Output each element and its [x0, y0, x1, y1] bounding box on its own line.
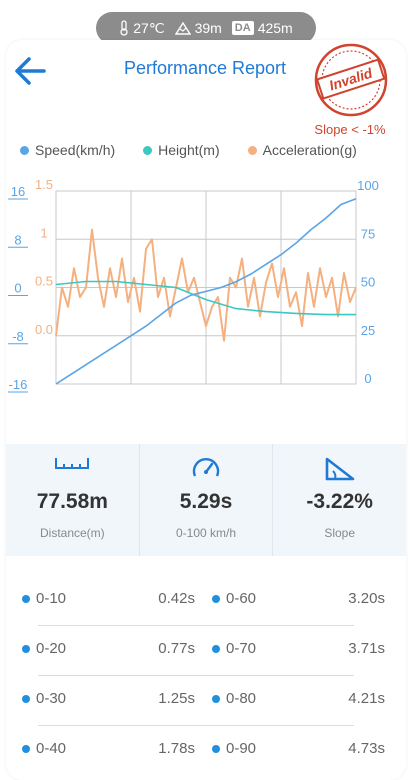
split-right-time: 4.73s	[348, 740, 385, 757]
density-altitude-readout: DA 425m	[231, 20, 293, 36]
invalid-stamp: Invalid	[314, 43, 388, 117]
split-dot	[212, 644, 220, 653]
slope-icon	[325, 457, 354, 481]
split-left-time: 0.42s	[158, 590, 195, 607]
split-dot	[212, 744, 220, 753]
split-divider	[38, 675, 354, 676]
split-right-label: 0-70	[226, 640, 257, 657]
split-right: 0-70	[212, 640, 256, 657]
split-left-time: 0.77s	[158, 640, 195, 657]
slope-value: -3.22%	[306, 490, 373, 513]
altitude-value: 39m	[194, 20, 222, 36]
split-left-time: 1.25s	[158, 690, 195, 707]
legend-height-swatch	[143, 145, 153, 155]
stat-acceleration-time: 5.29s 0-100 km/h	[138, 444, 273, 556]
speed-tick-label: 0	[364, 371, 371, 386]
split-left-label: 0-20	[36, 640, 67, 657]
legend-speed-label: Speed(km/h)	[35, 142, 116, 158]
split-left: 0-20	[22, 640, 66, 657]
distance-value: 77.58m	[36, 490, 108, 513]
split-left-label: 0-30	[36, 690, 67, 707]
temperature-readout: 27℃	[119, 19, 165, 37]
split-right: 0-60	[212, 590, 256, 607]
legend-acceleration-label: Acceleration(g)	[262, 142, 357, 158]
split-row: 0-10 0.42s 0-60 3.20s	[0, 590, 412, 614]
speed-tick-label: 100	[357, 178, 379, 193]
speed-series-line	[55, 197, 357, 385]
height-tick-label: 0	[14, 281, 21, 296]
split-left-label: 0-10	[36, 590, 67, 607]
split-dot	[22, 744, 30, 753]
split-right-time: 3.71s	[348, 640, 385, 657]
density-altitude-value: 425m	[257, 20, 293, 36]
chart-legend: Speed(km/h) Height(m) Acceleration(g)	[20, 141, 385, 159]
slope-warning: Slope < -1%	[314, 122, 386, 137]
stats-panel: 77.58m Distance(m) 5.29s 0-100 km/h -3.2…	[6, 444, 406, 556]
split-left: 0-40	[22, 740, 66, 757]
split-right-label: 0-80	[226, 690, 257, 707]
height-tick-label: 8	[14, 232, 21, 247]
legend-acceleration: Acceleration(g)	[247, 141, 357, 159]
split-row: 0-20 0.77s 0-70 3.71s	[0, 640, 412, 664]
acceleration-tick-label: 1.5	[35, 177, 53, 192]
acceleration-tick-label: 0.0	[35, 322, 53, 337]
height-tick-label: 16	[11, 184, 25, 199]
split-divider	[38, 725, 354, 726]
height-series-line	[55, 280, 356, 316]
split-left: 0-30	[22, 690, 66, 707]
split-right: 0-90	[212, 740, 256, 757]
split-row: 0-30 1.25s 0-80 4.21s	[0, 690, 412, 714]
split-dot	[22, 694, 30, 703]
back-arrow-icon[interactable]	[12, 54, 48, 88]
split-left-time: 1.78s	[158, 740, 195, 757]
split-divider	[38, 625, 354, 626]
split-left-label: 0-40	[36, 740, 67, 757]
legend-speed-swatch	[20, 145, 29, 155]
split-right-label: 0-90	[226, 740, 257, 757]
split-row: 0-40 1.78s 0-90 4.73s	[0, 740, 412, 764]
split-dot	[212, 594, 220, 603]
split-dot	[212, 694, 220, 703]
slope-label: Slope	[324, 526, 356, 540]
zero-to-100-label: 0-100 km/h	[175, 526, 237, 540]
speed-tick-label: 75	[361, 226, 375, 241]
stat-distance: 77.58m Distance(m)	[6, 444, 139, 556]
split-dot	[22, 594, 30, 603]
legend-height: Height(m)	[143, 141, 220, 159]
split-right-time: 4.21s	[348, 690, 385, 707]
height-tick-label: -16	[9, 377, 28, 392]
acceleration-tick-label: 0.5	[35, 274, 53, 289]
thermometer-icon	[120, 20, 128, 36]
speed-tick-label: 25	[361, 323, 375, 338]
split-right-time: 3.20s	[348, 590, 385, 607]
performance-chart: 16 8 0 -8 -16 1.5 1 0.5 0.0 100 75 50 25 0	[8, 177, 379, 393]
speed-tick-label: 50	[361, 275, 375, 290]
split-dot	[22, 644, 30, 653]
zero-to-100-value: 5.29s	[179, 490, 233, 513]
legend-speed: Speed(km/h)	[20, 141, 115, 159]
ruler-icon	[55, 458, 90, 469]
height-tick-label: -8	[12, 329, 24, 344]
acceleration-tick-label: 1	[40, 225, 47, 240]
da-badge: DA	[231, 21, 254, 35]
distance-label: Distance(m)	[39, 526, 105, 540]
split-right: 0-80	[212, 690, 256, 707]
acceleration-series-line	[55, 228, 357, 342]
temperature-value: 27℃	[133, 19, 165, 36]
split-left: 0-10	[22, 590, 66, 607]
mountain-icon	[174, 21, 191, 35]
split-right-label: 0-60	[226, 590, 257, 607]
legend-height-label: Height(m)	[158, 142, 220, 158]
speedometer-icon	[192, 458, 220, 477]
status-pill: 27℃ 39m DA 425m	[96, 12, 316, 44]
report-card	[6, 40, 406, 780]
page-title: Performance Report	[123, 58, 287, 78]
legend-acceleration-swatch	[247, 145, 257, 155]
stat-slope: -3.22% Slope	[272, 444, 406, 556]
altitude-readout: 39m	[174, 20, 222, 36]
